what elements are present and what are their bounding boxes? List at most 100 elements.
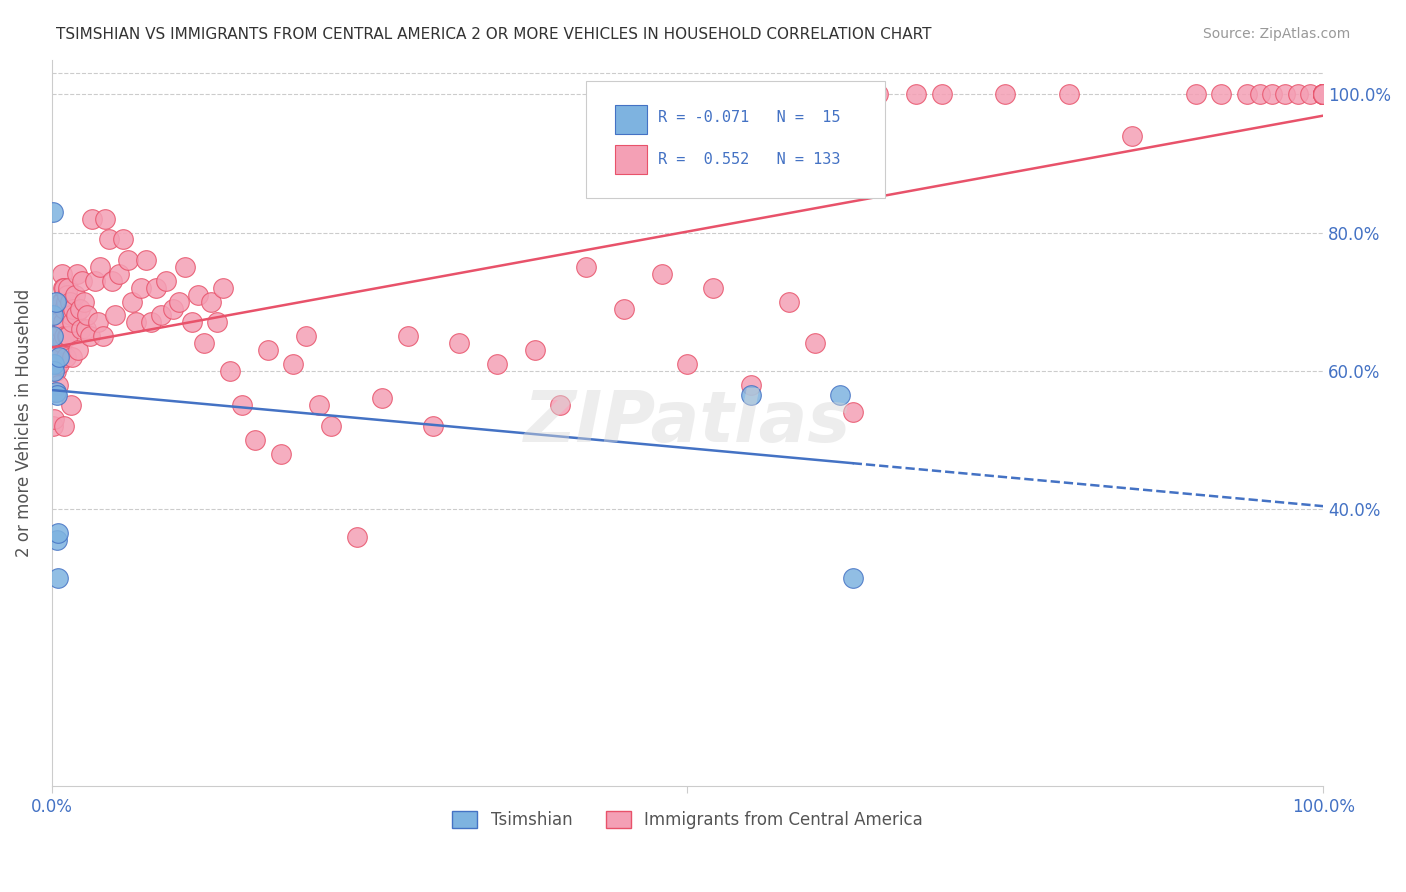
Point xyxy=(613,301,636,316)
Point xyxy=(200,294,222,309)
Point xyxy=(53,329,76,343)
Point xyxy=(1261,87,1284,102)
Point xyxy=(1312,87,1334,102)
Point xyxy=(46,336,69,351)
Point xyxy=(841,571,863,585)
Point xyxy=(167,294,190,309)
Point xyxy=(321,419,343,434)
Point xyxy=(45,384,67,399)
Point xyxy=(84,274,107,288)
Point xyxy=(42,384,65,399)
Point xyxy=(104,309,127,323)
Point xyxy=(447,336,470,351)
Point xyxy=(75,322,97,336)
Point xyxy=(42,419,65,434)
Point xyxy=(42,309,65,323)
Point xyxy=(55,350,77,364)
Point xyxy=(52,315,75,329)
Point xyxy=(218,364,240,378)
FancyBboxPatch shape xyxy=(586,81,884,197)
Point xyxy=(48,357,70,371)
Point xyxy=(67,343,90,357)
Point xyxy=(111,232,134,246)
Point xyxy=(1312,87,1334,102)
Point xyxy=(651,267,673,281)
Point xyxy=(139,315,162,329)
Point xyxy=(94,211,117,226)
Point xyxy=(45,357,67,371)
Text: R = -0.071   N =  15: R = -0.071 N = 15 xyxy=(658,111,841,125)
Point xyxy=(63,287,86,301)
Point xyxy=(44,384,66,399)
Point xyxy=(72,294,94,309)
Point xyxy=(180,315,202,329)
Point xyxy=(58,294,80,309)
Point xyxy=(56,329,79,343)
Point xyxy=(49,343,72,357)
Point xyxy=(155,274,177,288)
Point xyxy=(46,315,69,329)
Point xyxy=(53,281,76,295)
Point xyxy=(42,204,65,219)
Point xyxy=(56,287,79,301)
Point xyxy=(69,301,91,316)
Point xyxy=(45,388,67,402)
Point xyxy=(49,322,72,336)
Point xyxy=(48,350,70,364)
Point xyxy=(371,392,394,406)
Point xyxy=(1312,87,1334,102)
Point xyxy=(51,267,73,281)
Point xyxy=(905,87,928,102)
Text: TSIMSHIAN VS IMMIGRANTS FROM CENTRAL AMERICA 2 OR MORE VEHICLES IN HOUSEHOLD COR: TSIMSHIAN VS IMMIGRANTS FROM CENTRAL AME… xyxy=(56,27,932,42)
Point xyxy=(212,281,235,295)
Point xyxy=(1312,87,1334,102)
Point xyxy=(124,315,146,329)
Point xyxy=(994,87,1017,102)
Point xyxy=(308,398,330,412)
Point xyxy=(62,301,84,316)
Point xyxy=(162,301,184,316)
Point xyxy=(841,405,863,419)
Point xyxy=(86,315,108,329)
Point xyxy=(42,329,65,343)
Y-axis label: 2 or more Vehicles in Household: 2 or more Vehicles in Household xyxy=(15,289,32,557)
Point xyxy=(1312,87,1334,102)
Point xyxy=(283,357,305,371)
Point xyxy=(1249,87,1271,102)
Bar xyxy=(614,145,647,174)
Text: R =  0.552   N = 133: R = 0.552 N = 133 xyxy=(658,152,841,167)
Point xyxy=(422,419,444,434)
Point xyxy=(45,301,67,316)
Point xyxy=(1286,87,1309,102)
Point xyxy=(1312,87,1334,102)
Point xyxy=(58,281,80,295)
Point xyxy=(49,294,72,309)
Point xyxy=(523,343,546,357)
Point xyxy=(346,530,368,544)
Point xyxy=(828,388,851,402)
Point xyxy=(205,315,228,329)
Point xyxy=(46,526,69,541)
Point xyxy=(53,419,76,434)
Point xyxy=(58,329,80,343)
Point xyxy=(135,253,157,268)
Point xyxy=(778,294,800,309)
Text: ZIPatlas: ZIPatlas xyxy=(524,388,851,458)
Point xyxy=(60,350,83,364)
Point xyxy=(740,388,762,402)
Text: Source: ZipAtlas.com: Source: ZipAtlas.com xyxy=(1202,27,1350,41)
Point xyxy=(82,211,104,226)
Legend: Tsimshian, Immigrants from Central America: Tsimshian, Immigrants from Central Ameri… xyxy=(446,804,929,836)
Point xyxy=(575,260,598,274)
Point xyxy=(44,357,66,371)
Point xyxy=(174,260,197,274)
Point xyxy=(45,343,67,357)
Point xyxy=(45,364,67,378)
Point xyxy=(193,336,215,351)
Point xyxy=(1236,87,1258,102)
Point xyxy=(46,377,69,392)
Point xyxy=(1312,87,1334,102)
Point xyxy=(117,253,139,268)
Point xyxy=(1211,87,1233,102)
Point xyxy=(45,384,67,399)
